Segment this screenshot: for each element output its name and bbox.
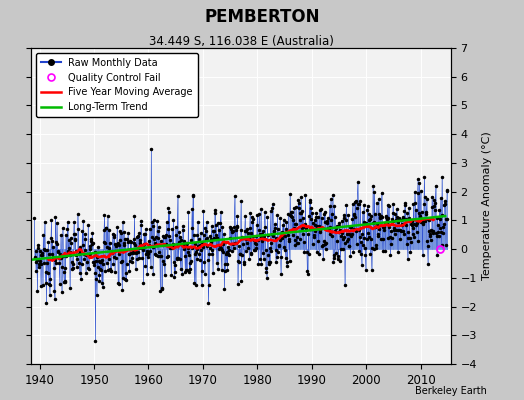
Legend: Raw Monthly Data, Quality Control Fail, Five Year Moving Average, Long-Term Tren: Raw Monthly Data, Quality Control Fail, … [36,53,198,117]
Title: 34.449 S, 116.038 E (Australia): 34.449 S, 116.038 E (Australia) [149,35,333,48]
Y-axis label: Temperature Anomaly (°C): Temperature Anomaly (°C) [483,132,493,280]
Text: PEMBERTON: PEMBERTON [204,8,320,26]
Text: Berkeley Earth: Berkeley Earth [416,386,487,396]
